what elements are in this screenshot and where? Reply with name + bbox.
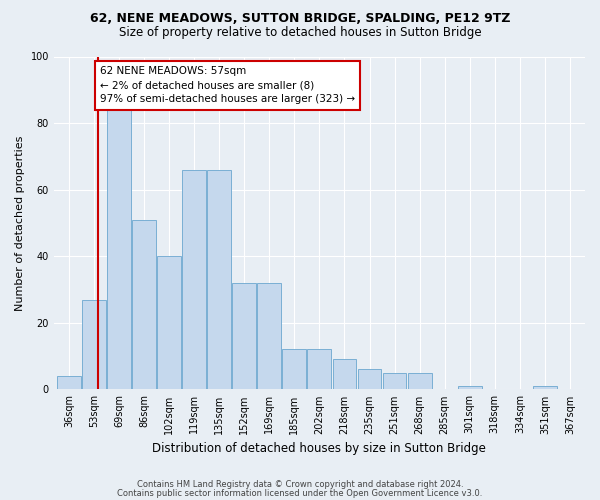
Bar <box>57 376 81 390</box>
Bar <box>307 350 331 390</box>
Text: 62, NENE MEADOWS, SUTTON BRIDGE, SPALDING, PE12 9TZ: 62, NENE MEADOWS, SUTTON BRIDGE, SPALDIN… <box>90 12 510 26</box>
Bar <box>283 350 306 390</box>
Bar <box>207 170 231 390</box>
Bar <box>458 386 482 390</box>
Bar <box>332 360 356 390</box>
Bar <box>408 373 431 390</box>
Bar <box>358 370 382 390</box>
Bar <box>232 283 256 390</box>
Bar <box>383 373 406 390</box>
Y-axis label: Number of detached properties: Number of detached properties <box>15 136 25 310</box>
Bar <box>257 283 281 390</box>
X-axis label: Distribution of detached houses by size in Sutton Bridge: Distribution of detached houses by size … <box>152 442 487 455</box>
Text: Contains public sector information licensed under the Open Government Licence v3: Contains public sector information licen… <box>118 489 482 498</box>
Text: Size of property relative to detached houses in Sutton Bridge: Size of property relative to detached ho… <box>119 26 481 39</box>
Bar <box>533 386 557 390</box>
Bar <box>157 256 181 390</box>
Bar <box>132 220 156 390</box>
Text: 62 NENE MEADOWS: 57sqm
← 2% of detached houses are smaller (8)
97% of semi-detac: 62 NENE MEADOWS: 57sqm ← 2% of detached … <box>100 66 355 104</box>
Bar <box>182 170 206 390</box>
Bar <box>82 300 106 390</box>
Text: Contains HM Land Registry data © Crown copyright and database right 2024.: Contains HM Land Registry data © Crown c… <box>137 480 463 489</box>
Bar <box>107 106 131 390</box>
